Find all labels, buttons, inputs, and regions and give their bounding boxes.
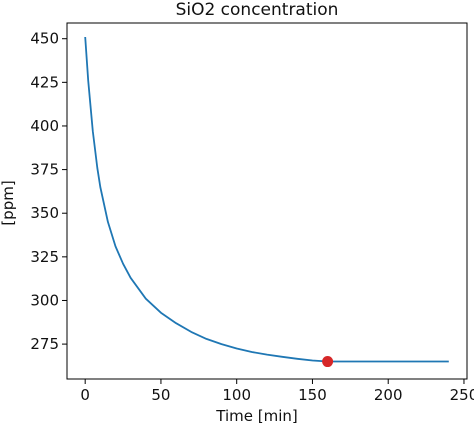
x-tick-label: 0 bbox=[80, 386, 90, 404]
series-line-1 bbox=[84, 36, 449, 363]
x-tick-label: 50 bbox=[151, 386, 170, 404]
y-axis-label: [ppm] bbox=[0, 180, 17, 225]
x-tick-label: 250 bbox=[450, 386, 474, 404]
y-tick-label: 400 bbox=[30, 117, 59, 135]
y-tick-label: 375 bbox=[30, 161, 59, 179]
x-tick-label: 100 bbox=[222, 386, 251, 404]
axes: 0 50 100 150 200 250 275 300 325 350 375 400 425 450 bbox=[30, 22, 474, 404]
y-tick-label: 450 bbox=[30, 30, 59, 48]
y-tick-label: 350 bbox=[30, 204, 59, 222]
endpoint-marker bbox=[322, 356, 334, 368]
x-axis-label: Time [min] bbox=[215, 407, 297, 425]
plot-area bbox=[84, 36, 449, 368]
plot-frame bbox=[66, 22, 468, 380]
x-tick-label: 150 bbox=[298, 386, 327, 404]
y-tick-label: 275 bbox=[30, 335, 59, 353]
y-tick-label: 300 bbox=[30, 291, 59, 309]
y-tick-label: 325 bbox=[30, 248, 59, 266]
y-tick-label: 425 bbox=[30, 73, 59, 91]
x-tick-label: 200 bbox=[374, 386, 403, 404]
chart-title: SiO2 concentration bbox=[176, 0, 339, 20]
